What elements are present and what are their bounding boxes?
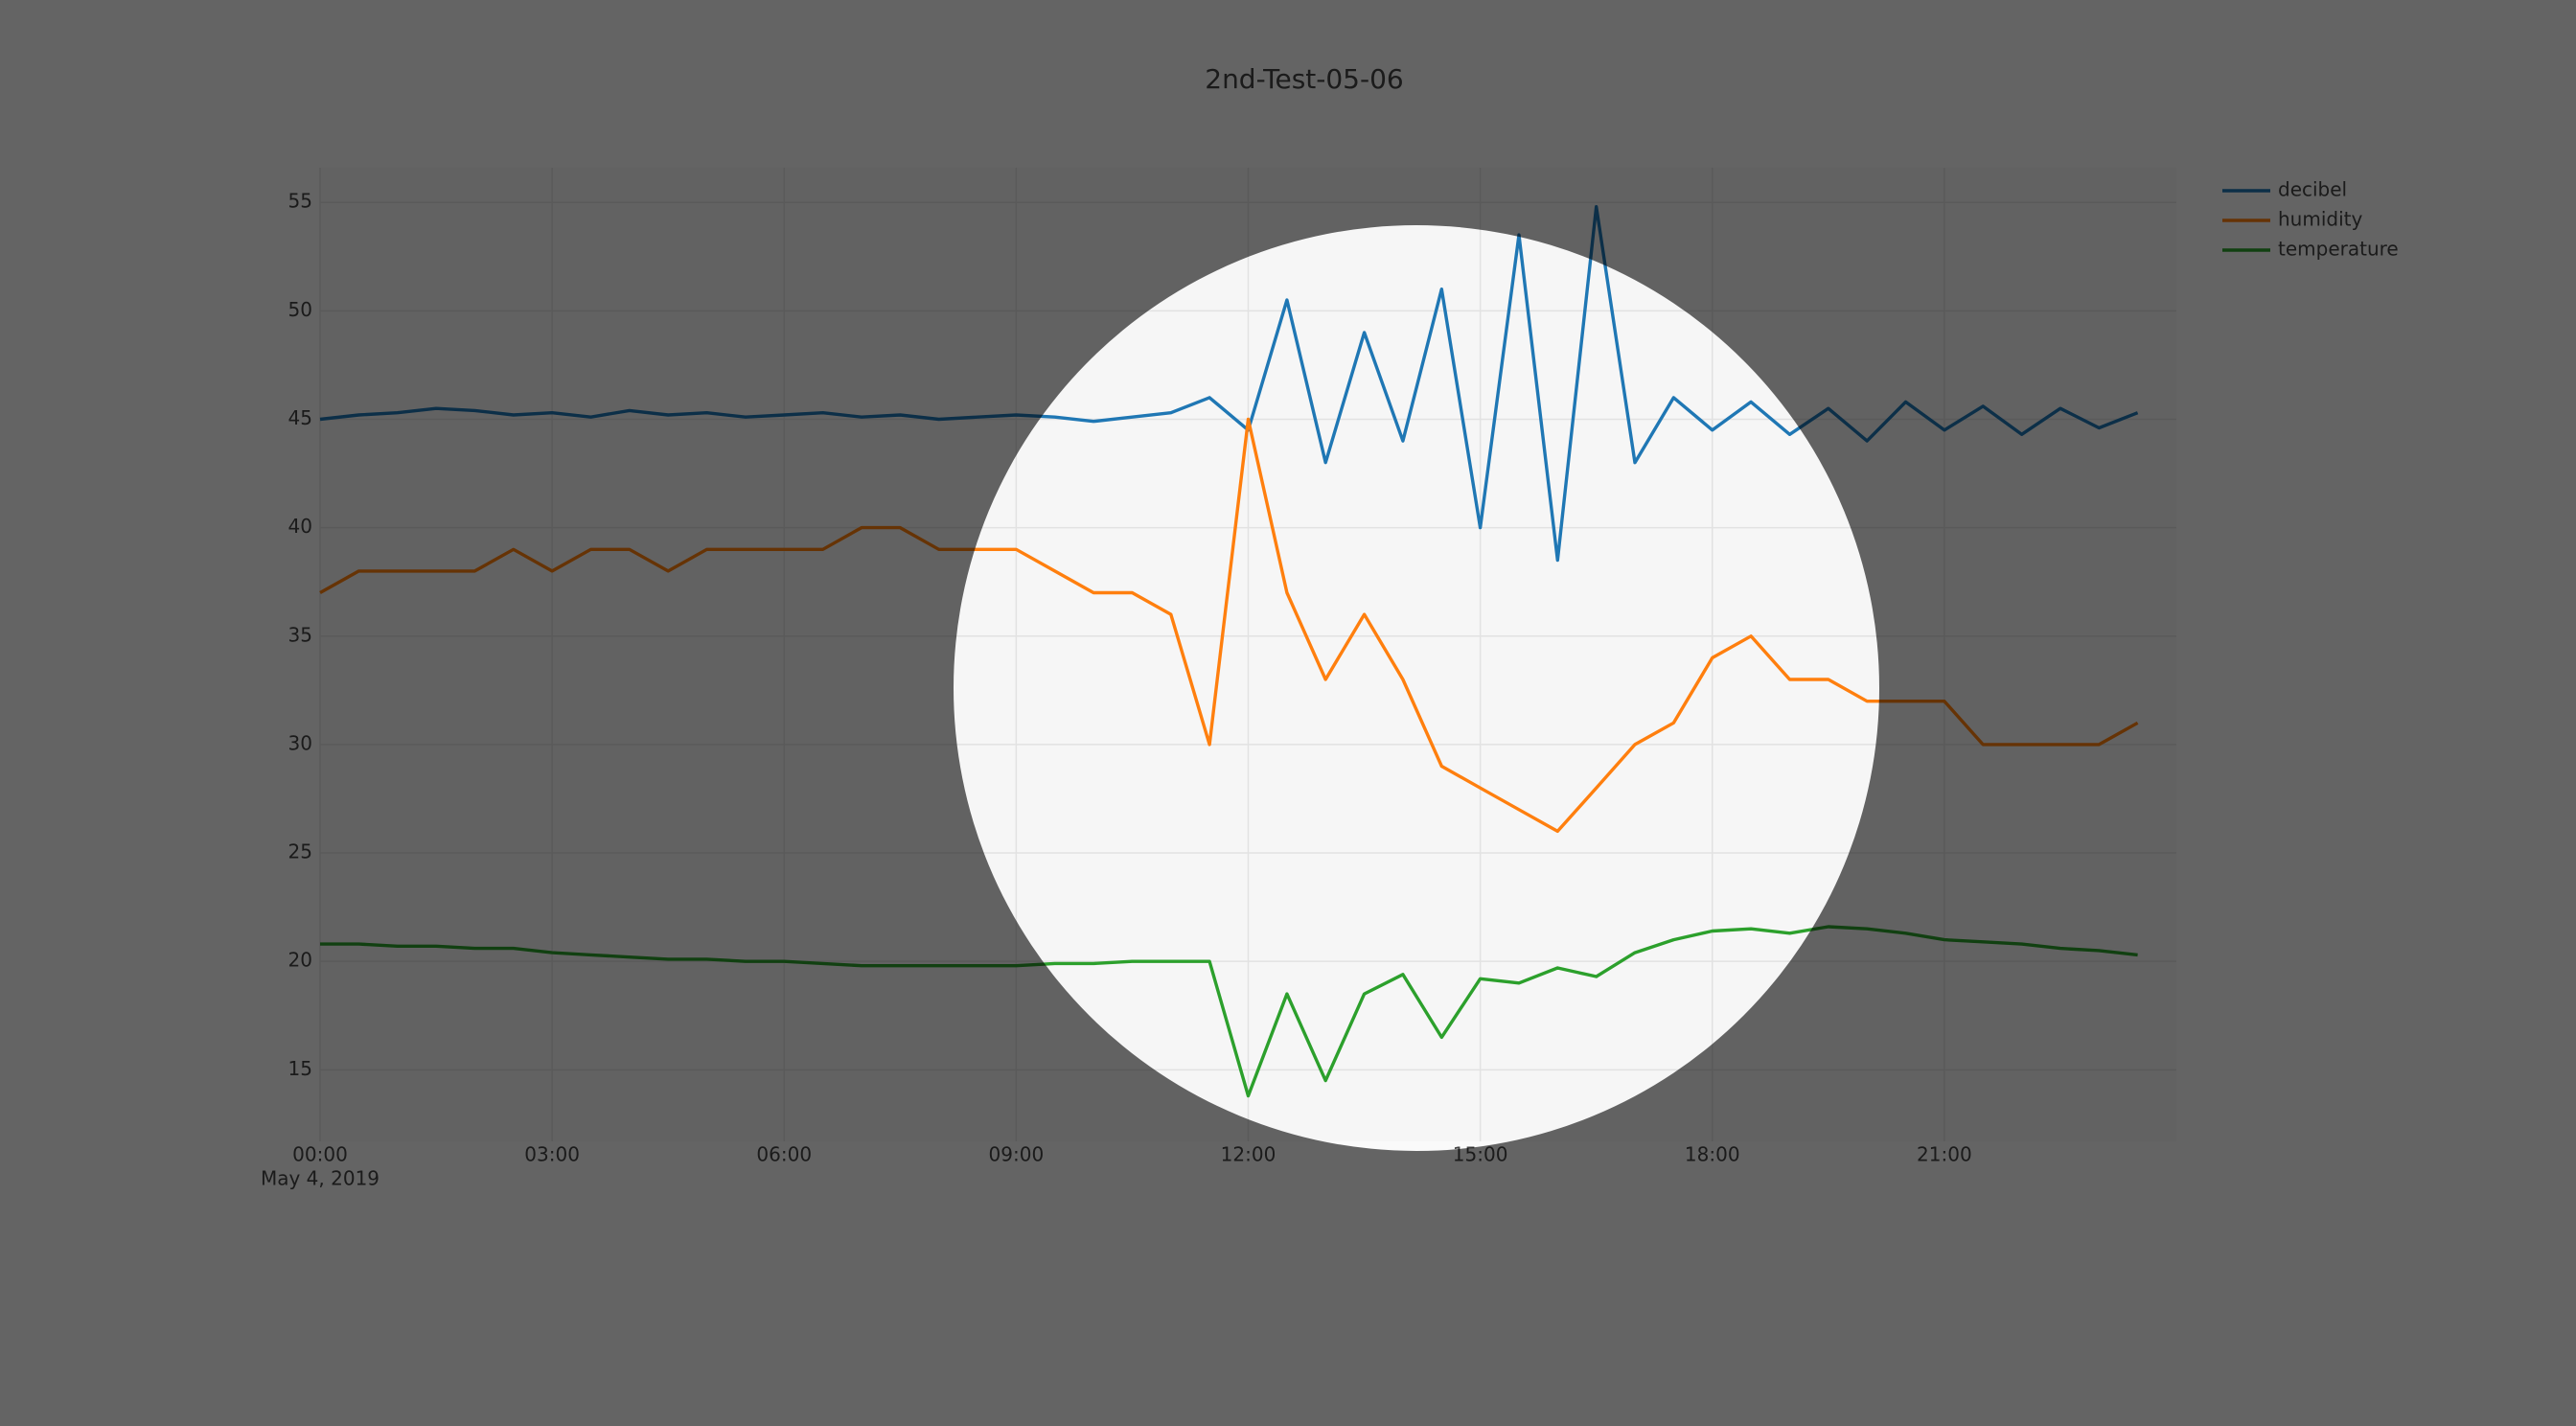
chart: 2nd-Test-05-06 15202530354045505500:00Ma… — [0, 0, 2576, 1426]
spotlight-overlay — [0, 0, 2576, 1426]
